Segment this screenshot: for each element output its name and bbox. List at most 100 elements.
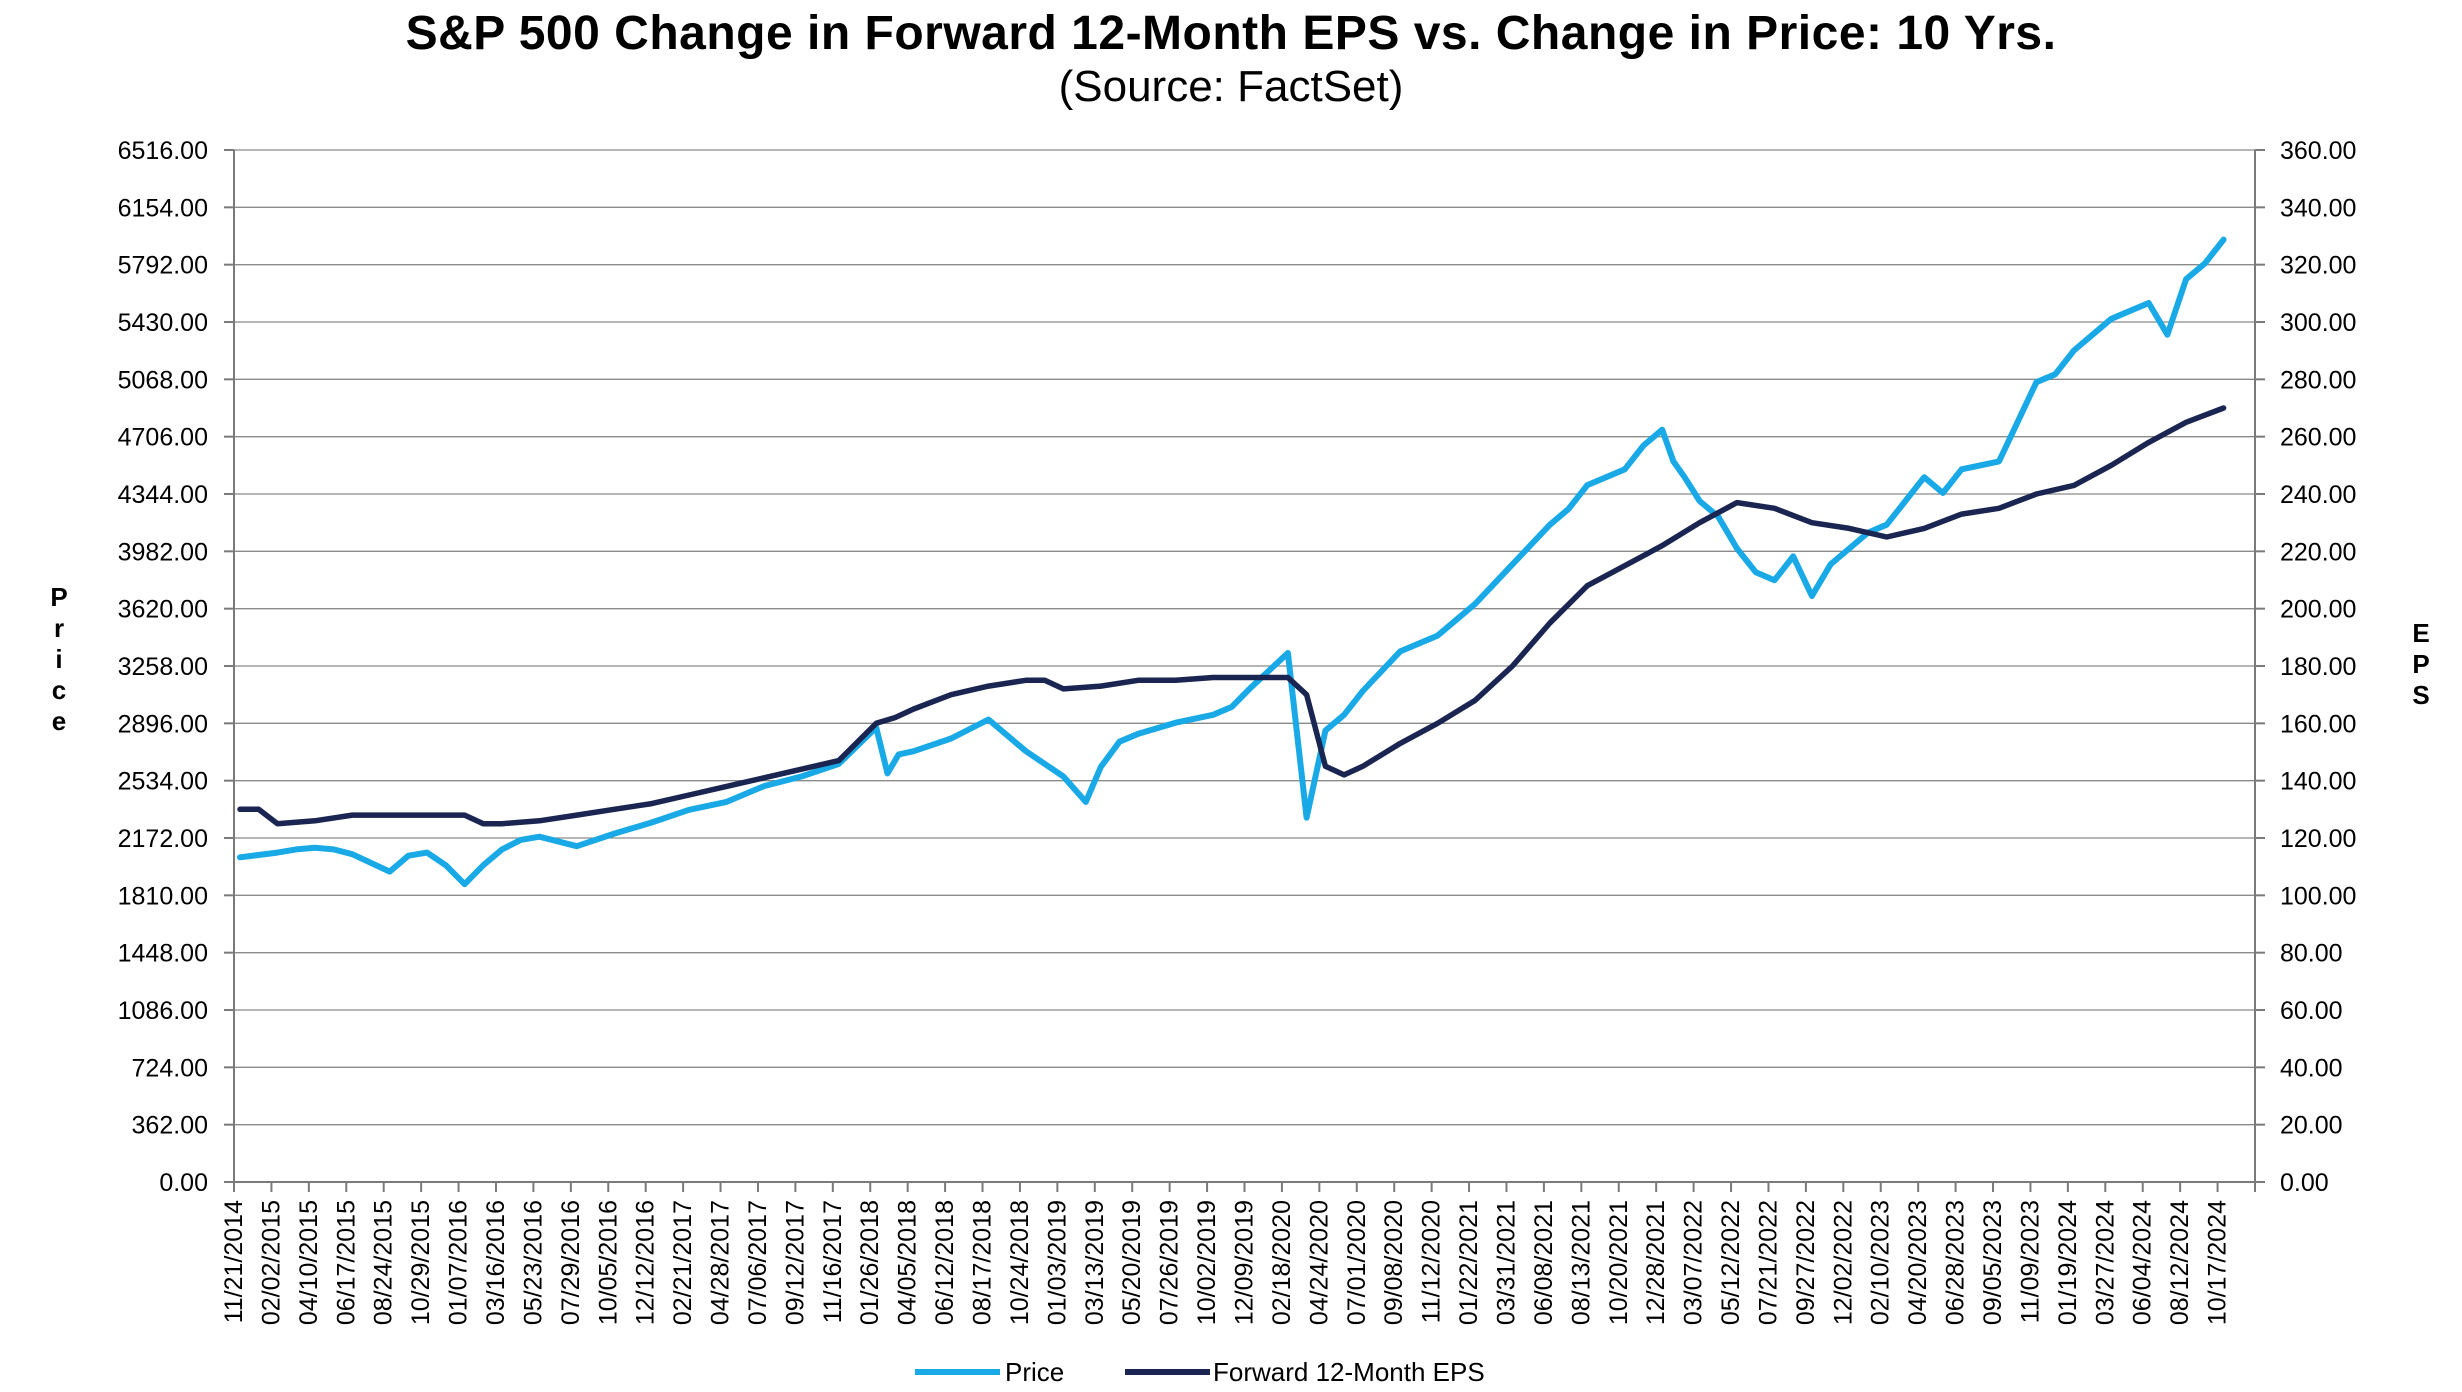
x-tick-label: 05/23/2016 bbox=[519, 1200, 547, 1325]
x-tick-label: 08/24/2015 bbox=[370, 1200, 398, 1325]
left-tick-label: 5430.00 bbox=[118, 309, 208, 337]
x-tick-label: 11/09/2023 bbox=[2016, 1200, 2044, 1323]
left-tick-label: 0.00 bbox=[159, 1169, 208, 1197]
x-tick-label: 06/28/2023 bbox=[1942, 1200, 1970, 1325]
right-axis-label: EPS bbox=[2412, 618, 2429, 710]
axis-label-char: P bbox=[2412, 649, 2429, 679]
x-tick-label: 04/20/2023 bbox=[1904, 1200, 1932, 1325]
right-tick-label: 60.00 bbox=[2280, 997, 2343, 1025]
left-axis-label: Price bbox=[50, 582, 67, 736]
x-tick-label: 02/10/2023 bbox=[1867, 1200, 1895, 1325]
x-tick-label: 07/21/2022 bbox=[1754, 1200, 1782, 1325]
x-tick-label: 10/02/2019 bbox=[1193, 1200, 1221, 1325]
left-tick-label: 2896.00 bbox=[118, 710, 208, 738]
x-tick-label: 07/01/2020 bbox=[1343, 1200, 1371, 1325]
right-tick-label: 280.00 bbox=[2280, 366, 2356, 394]
right-tick-label: 300.00 bbox=[2280, 309, 2356, 337]
x-tick-label: 05/20/2019 bbox=[1118, 1200, 1146, 1325]
x-tick-label: 10/24/2018 bbox=[1006, 1200, 1034, 1325]
axis-label-char: S bbox=[2412, 680, 2429, 710]
x-tick-label: 06/04/2024 bbox=[2129, 1200, 2157, 1325]
x-tick-label: 09/27/2022 bbox=[1792, 1200, 1820, 1325]
x-tick-label: 08/12/2024 bbox=[2166, 1200, 2194, 1325]
x-tick-label: 04/28/2017 bbox=[707, 1200, 735, 1325]
x-tick-label: 07/29/2016 bbox=[557, 1200, 585, 1325]
legend-eps-label: Forward 12-Month EPS bbox=[1213, 1357, 1485, 1387]
left-tick-label: 2534.00 bbox=[118, 768, 208, 796]
left-tick-label: 4344.00 bbox=[118, 481, 208, 509]
left-tick-label: 1448.00 bbox=[118, 940, 208, 968]
x-tick-label: 07/06/2017 bbox=[744, 1200, 772, 1325]
x-tick-label: 12/02/2022 bbox=[1829, 1200, 1857, 1325]
left-tick-label: 4706.00 bbox=[118, 424, 208, 452]
x-tick-label: 02/18/2020 bbox=[1268, 1200, 1296, 1325]
right-tick-label: 320.00 bbox=[2280, 252, 2356, 280]
right-tick-label: 200.00 bbox=[2280, 596, 2356, 624]
x-tick-label: 06/12/2018 bbox=[931, 1200, 959, 1325]
x-tick-label: 11/12/2020 bbox=[1418, 1200, 1446, 1323]
left-tick-label: 1086.00 bbox=[118, 997, 208, 1025]
left-tick-label: 362.00 bbox=[132, 1112, 208, 1140]
legend: Price Forward 12-Month EPS bbox=[915, 1357, 1485, 1387]
x-axis-ticks: 11/21/2014 02/02/2015 04/10/2015 06/17/2015… bbox=[220, 1182, 2256, 1325]
x-tick-label: 10/29/2015 bbox=[407, 1200, 435, 1325]
x-tick-label: 06/17/2015 bbox=[332, 1200, 360, 1325]
legend-price-label: Price bbox=[1005, 1357, 1064, 1387]
x-tick-label: 09/08/2020 bbox=[1380, 1200, 1408, 1325]
x-tick-label: 09/12/2017 bbox=[781, 1200, 809, 1325]
chart-subtitle: (Source: FactSet) bbox=[1058, 62, 1404, 111]
left-tick-label: 6516.00 bbox=[118, 137, 208, 165]
x-tick-label: 04/10/2015 bbox=[295, 1200, 323, 1325]
left-tick-label: 3620.00 bbox=[118, 596, 208, 624]
left-tick-label: 3258.00 bbox=[118, 653, 208, 681]
right-tick-label: 260.00 bbox=[2280, 424, 2356, 452]
left-tick-label: 724.00 bbox=[132, 1054, 208, 1082]
right-axis-ticks: 360.00 340.00 320.00 300.00 280.00 260.00 240.… bbox=[2255, 137, 2356, 1197]
right-tick-label: 80.00 bbox=[2280, 940, 2343, 968]
right-tick-label: 20.00 bbox=[2280, 1112, 2343, 1140]
axis-label-char: e bbox=[52, 706, 66, 736]
right-tick-label: 160.00 bbox=[2280, 710, 2356, 738]
x-tick-label: 03/27/2024 bbox=[2091, 1200, 2119, 1325]
right-tick-label: 140.00 bbox=[2280, 768, 2356, 796]
x-tick-label: 11/21/2014 bbox=[220, 1200, 248, 1323]
x-tick-label: 01/07/2016 bbox=[445, 1200, 473, 1325]
x-tick-label: 02/02/2015 bbox=[257, 1200, 285, 1325]
left-tick-label: 2172.00 bbox=[118, 825, 208, 853]
right-tick-label: 0.00 bbox=[2280, 1169, 2329, 1197]
x-tick-label: 01/19/2024 bbox=[2054, 1200, 2082, 1325]
x-tick-label: 06/08/2021 bbox=[1530, 1200, 1558, 1325]
right-tick-label: 180.00 bbox=[2280, 653, 2356, 681]
right-tick-label: 240.00 bbox=[2280, 481, 2356, 509]
x-tick-label: 04/05/2018 bbox=[894, 1200, 922, 1325]
x-tick-label: 08/17/2018 bbox=[969, 1200, 997, 1325]
x-tick-label: 01/26/2018 bbox=[856, 1200, 884, 1325]
x-tick-label: 03/13/2019 bbox=[1081, 1200, 1109, 1325]
x-tick-label: 03/07/2022 bbox=[1680, 1200, 1708, 1325]
left-axis-ticks: 6516.00 6154.00 5792.00 5430.00 5068.00 4706.… bbox=[118, 137, 234, 1197]
x-tick-label: 12/12/2016 bbox=[632, 1200, 660, 1325]
x-tick-label: 03/16/2016 bbox=[482, 1200, 510, 1325]
right-tick-label: 340.00 bbox=[2280, 194, 2356, 222]
axis-label-char: E bbox=[2412, 618, 2429, 648]
x-tick-label: 10/05/2016 bbox=[594, 1200, 622, 1325]
x-tick-label: 03/31/2021 bbox=[1492, 1200, 1520, 1325]
series-layer bbox=[237, 236, 2227, 888]
x-tick-label: 05/12/2022 bbox=[1717, 1200, 1745, 1325]
right-tick-label: 220.00 bbox=[2280, 538, 2356, 566]
x-tick-label: 12/28/2021 bbox=[1642, 1200, 1670, 1325]
x-tick-label: 10/17/2024 bbox=[2204, 1200, 2232, 1325]
right-tick-label: 100.00 bbox=[2280, 882, 2356, 910]
right-tick-label: 360.00 bbox=[2280, 137, 2356, 165]
axis-label-char: i bbox=[55, 644, 62, 674]
left-tick-label: 6154.00 bbox=[118, 194, 208, 222]
x-tick-label: 08/13/2021 bbox=[1567, 1200, 1595, 1325]
x-tick-label: 01/22/2021 bbox=[1455, 1200, 1483, 1325]
x-tick-label: 07/26/2019 bbox=[1156, 1200, 1184, 1325]
eps-line bbox=[237, 405, 2227, 827]
right-tick-label: 120.00 bbox=[2280, 825, 2356, 853]
axis-label-char: r bbox=[54, 613, 64, 643]
chart-title: S&P 500 Change in Forward 12-Month EPS v… bbox=[405, 7, 2057, 60]
left-tick-label: 3982.00 bbox=[118, 538, 208, 566]
